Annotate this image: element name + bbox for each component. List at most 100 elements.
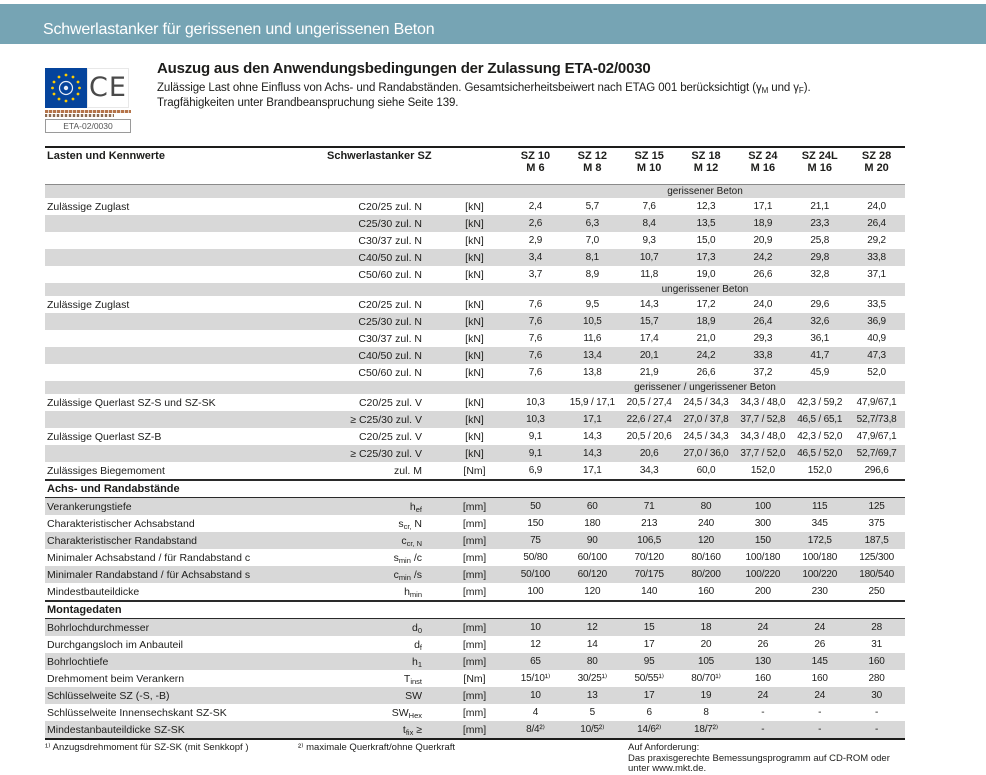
row-spec: smin /c bbox=[393, 551, 422, 565]
row-unit: [mm] bbox=[462, 655, 487, 668]
value-cell: 3,7 bbox=[528, 269, 543, 280]
request-line: Das praxisgerechte Bemessungsprogramm au… bbox=[628, 752, 890, 764]
row-label: Charakteristischer Randabstand bbox=[47, 534, 197, 547]
gamma-m-subscript: M bbox=[761, 86, 769, 95]
value-cell: 7,0 bbox=[585, 235, 600, 246]
table-row: C30/37 zul. N [kN] 2,9 7,0 9,3 15,0 20,9 25,8 29… bbox=[45, 232, 905, 249]
row-unit: [kN] bbox=[465, 234, 484, 247]
value-cell: 70/175 bbox=[634, 569, 664, 580]
band-label: gerissener / ungerissener Beton bbox=[634, 382, 776, 393]
value-cell: 18 bbox=[700, 622, 712, 633]
row-unit: [mm] bbox=[462, 585, 487, 598]
value-cell: 29,2 bbox=[867, 235, 886, 246]
value-cell: 45,9 bbox=[810, 367, 830, 378]
table-row: Verankerungstiefe hef [mm] 50 60 71 80 100 115 12… bbox=[45, 498, 905, 515]
value-cell: 14,3 bbox=[582, 431, 602, 442]
table-row: ≥ C25/30 zul. V [kN] 10,3 17,1 22,6 / 27,4 27… bbox=[45, 411, 905, 428]
value-cell: 10 bbox=[530, 622, 541, 633]
table-row: C50/60 zul. N [kN] 3,7 8,9 11,8 19,0 26,6 32,8 3… bbox=[45, 266, 905, 283]
value-cell: 2,9 bbox=[528, 235, 543, 246]
value-cell: 12 bbox=[586, 622, 598, 633]
section-header-row: Achs- und Randabstände bbox=[45, 479, 905, 498]
value-cell: 100/220 bbox=[745, 569, 781, 580]
value-cell: 34,3 / 48,0 bbox=[740, 431, 786, 442]
value-cell: 160 bbox=[697, 586, 715, 597]
value-cell: 10,7 bbox=[639, 252, 659, 263]
value-cell: 13,8 bbox=[582, 367, 602, 378]
value-cell: 26,4 bbox=[753, 316, 773, 327]
value-cell: 24 bbox=[757, 690, 769, 701]
value-cell: 90 bbox=[586, 535, 598, 546]
value-cell: 10/5²⁾ bbox=[580, 724, 605, 735]
header-lasten: Lasten und Kennwerte bbox=[47, 150, 165, 162]
value-cell: 14 bbox=[586, 639, 598, 650]
value-cell: 23,3 bbox=[810, 218, 830, 229]
row-spec: C30/37 zul. N bbox=[358, 234, 422, 247]
value-cell: 6,9 bbox=[528, 465, 543, 476]
value-cell: 130 bbox=[754, 656, 771, 667]
value-cell: 15,0 bbox=[696, 235, 716, 246]
value-cell: 60/100 bbox=[577, 552, 608, 563]
row-unit: [mm] bbox=[462, 517, 487, 530]
value-cell: 34,3 / 48,0 bbox=[740, 397, 786, 408]
row-spec: C25/30 zul. N bbox=[358, 217, 422, 230]
value-cell: 280 bbox=[868, 673, 885, 684]
value-cell: 20,9 bbox=[753, 235, 773, 246]
value-cell: 100 bbox=[754, 501, 771, 512]
table-row: Drehmoment beim Verankern Tinst [Nm] 15/10¹… bbox=[45, 670, 905, 687]
value-cell: 25,8 bbox=[810, 235, 830, 246]
table-row: Zulässige Zuglast C20/25 zul. N [kN] 2,4 5,7… bbox=[45, 198, 905, 215]
value-cell: 21,1 bbox=[810, 201, 830, 212]
value-cell: 9,3 bbox=[642, 235, 656, 246]
table-header-row: Lasten und Kennwerte Schwerlastanker SZ … bbox=[45, 148, 905, 185]
value-cell: 13 bbox=[586, 690, 598, 701]
value-cell: 7,6 bbox=[642, 201, 656, 212]
row-unit: [kN] bbox=[465, 447, 484, 460]
value-cell: 37,7 / 52,8 bbox=[740, 414, 786, 425]
table-row: Zulässige Querlast SZ-S und SZ-SK C20/25 … bbox=[45, 394, 905, 411]
section-title: Achs- und Randabstände bbox=[47, 483, 180, 495]
value-cell: 14,3 bbox=[582, 448, 602, 459]
value-cell: 3,4 bbox=[528, 252, 543, 263]
table-row: Zulässige Querlast SZ-B C20/25 zul. V [kN]… bbox=[45, 428, 905, 445]
value-cell: 32,8 bbox=[810, 269, 830, 280]
value-cell: 5 bbox=[589, 707, 596, 718]
row-label: Verankerungstiefe bbox=[47, 500, 132, 513]
row-label: Mindestbauteildicke bbox=[47, 585, 140, 598]
row-spec: C40/50 zul. N bbox=[358, 349, 422, 362]
value-cell: 8,4 bbox=[642, 218, 656, 229]
value-cell: 15/10¹⁾ bbox=[520, 673, 551, 684]
value-cell: 41,7 bbox=[810, 350, 830, 361]
value-cell: 120 bbox=[584, 586, 601, 597]
concrete-state-band: gerissener / ungerissener Beton bbox=[45, 381, 905, 394]
value-cell: 30/25¹⁾ bbox=[577, 673, 608, 684]
value-cell: 27,0 / 37,8 bbox=[683, 414, 729, 425]
value-cell: 17,4 bbox=[639, 333, 659, 344]
value-cell: 29,6 bbox=[810, 299, 830, 310]
value-cell: 100 bbox=[527, 586, 544, 597]
load-data-table: Lasten und Kennwerte Schwerlastanker SZ … bbox=[45, 146, 905, 740]
value-cell: 26 bbox=[757, 639, 769, 650]
row-spec: h1 bbox=[411, 655, 422, 669]
value-cell: 17,3 bbox=[696, 252, 716, 263]
row-spec: C50/60 zul. N bbox=[358, 268, 422, 281]
value-cell: 40,9 bbox=[867, 333, 886, 344]
ce-mark-icon: CE bbox=[87, 68, 129, 108]
document-subtitle-line2: Tragfähigkeiten unter Brandbeanspruchung… bbox=[157, 97, 459, 109]
row-unit: [kN] bbox=[465, 315, 484, 328]
value-cell: 65 bbox=[530, 656, 541, 667]
row-unit: [kN] bbox=[465, 298, 484, 311]
row-unit: [mm] bbox=[462, 534, 487, 547]
row-unit: [kN] bbox=[465, 366, 484, 379]
value-cell: 80 bbox=[586, 656, 598, 667]
value-cell: 345 bbox=[811, 518, 828, 529]
band-label: gerissener Beton bbox=[667, 186, 743, 197]
request-title: Auf Anforderung: bbox=[628, 742, 700, 753]
value-cell: 12 bbox=[530, 639, 541, 650]
table-row: ≥ C25/30 zul. V [kN] 9,1 14,3 20,6 27,0 / 36,… bbox=[45, 445, 905, 462]
value-cell: 24 bbox=[814, 690, 826, 701]
value-cell: 10,3 bbox=[526, 397, 545, 408]
value-cell: 375 bbox=[868, 518, 885, 529]
row-unit: [mm] bbox=[462, 551, 487, 564]
value-cell: 71 bbox=[643, 501, 655, 512]
